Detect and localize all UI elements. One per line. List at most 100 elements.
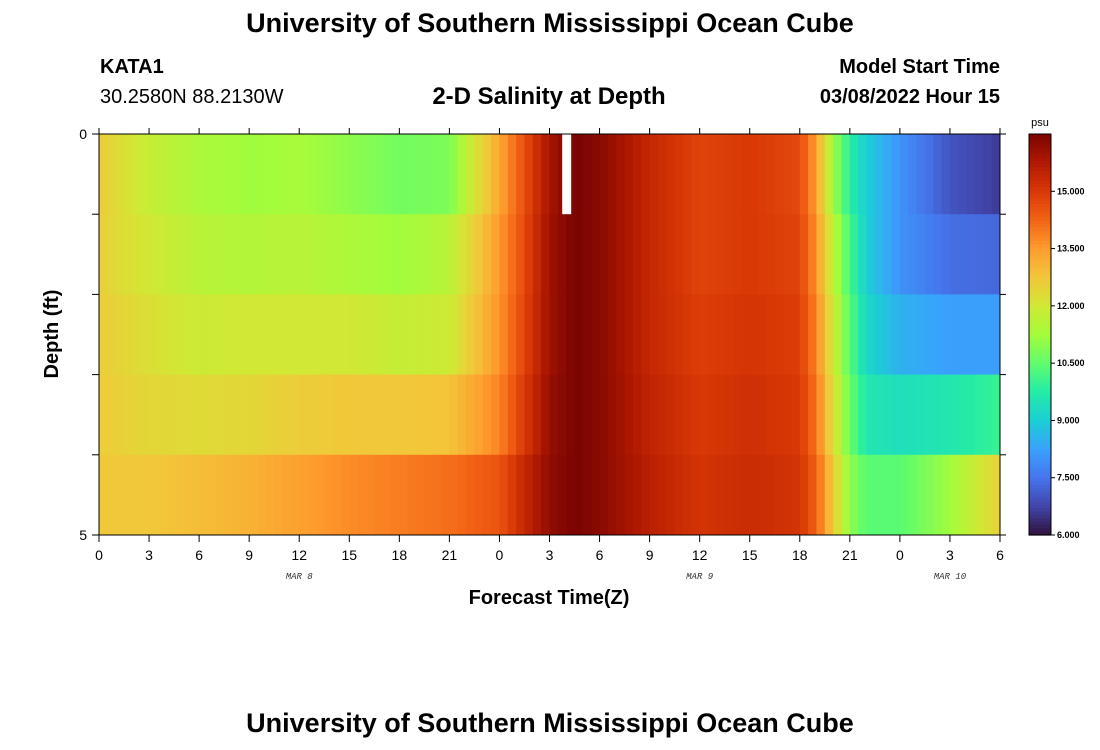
heatmap-cell — [699, 134, 709, 215]
heatmap-cell — [766, 134, 776, 215]
heatmap-cell — [833, 134, 843, 215]
heatmap-cell — [357, 294, 367, 376]
heatmap-cell — [908, 294, 918, 376]
colorbar-segment — [1029, 531, 1051, 536]
heatmap-cell — [691, 214, 701, 295]
heatmap-cell — [390, 134, 400, 215]
heatmap-cell — [140, 454, 150, 535]
heatmap-cell — [466, 294, 476, 376]
heatmap-cell — [933, 134, 943, 215]
x-tick-label: 18 — [792, 547, 808, 563]
heatmap-cell — [224, 374, 234, 456]
heatmap-cell — [566, 454, 576, 535]
heatmap-cell — [240, 374, 250, 456]
heatmap-cell — [499, 214, 509, 295]
heatmap-cell — [249, 374, 259, 456]
colorbar-segment — [1029, 498, 1051, 503]
heatmap-cell — [708, 374, 717, 456]
colorbar-segment — [1029, 150, 1051, 155]
heatmap-cell — [416, 454, 425, 535]
heatmap-cell — [958, 214, 968, 295]
heatmap-cell — [174, 294, 184, 376]
heatmap-cell — [858, 214, 868, 295]
colorbar-segment — [1029, 147, 1051, 152]
heatmap-cell — [883, 214, 893, 295]
heatmap-cell — [199, 134, 209, 215]
heatmap-cell — [607, 374, 617, 456]
colorbar-segment — [1029, 304, 1051, 309]
heatmap-cell — [449, 374, 459, 456]
heatmap-cell — [199, 294, 209, 376]
model-start-label: Model Start Time — [839, 56, 1000, 78]
heatmap-cell — [424, 134, 434, 215]
heatmap-cell — [783, 294, 793, 376]
heatmap-cell — [332, 294, 342, 376]
heatmap-cell — [215, 294, 225, 376]
heatmap-cell — [699, 294, 709, 376]
heatmap-cell — [532, 374, 542, 456]
heatmap-cell — [749, 214, 759, 295]
colorbar-segment — [1029, 444, 1051, 449]
heatmap-cell — [866, 294, 876, 376]
colorbar-segment — [1029, 144, 1051, 148]
heatmap-cell — [299, 214, 309, 295]
colorbar-segment — [1029, 154, 1051, 158]
colorbar-segment — [1029, 137, 1051, 142]
colorbar-segment — [1029, 337, 1051, 342]
heatmap-cell — [507, 134, 517, 215]
heatmap-cell — [974, 214, 984, 295]
heatmap-cell — [916, 454, 926, 535]
heatmap-cell — [357, 134, 367, 215]
heatmap-cell — [858, 374, 868, 456]
heatmap-cell — [674, 374, 684, 456]
colorbar-segment — [1029, 247, 1051, 252]
heatmap-cell — [874, 134, 884, 215]
heatmap-cell — [441, 454, 450, 535]
colorbar-segment — [1029, 391, 1051, 396]
x-tick-label: 0 — [896, 547, 904, 563]
heatmap-cell — [474, 454, 484, 535]
x-tick-label: 12 — [291, 547, 307, 563]
heatmap-cell — [199, 374, 209, 456]
heatmap-cell — [507, 214, 517, 295]
heatmap-cell — [524, 294, 534, 376]
heatmap-cell — [432, 134, 442, 215]
heatmap-cell — [307, 294, 317, 376]
heatmap-cell — [582, 294, 592, 376]
heatmap-cell — [941, 374, 951, 456]
heatmap-cell — [157, 214, 167, 295]
heatmap-cell — [582, 374, 592, 456]
heatmap-cell — [908, 454, 918, 535]
heatmap-cell — [849, 214, 859, 295]
heatmap-cell — [449, 214, 459, 295]
heatmap-cell — [733, 294, 742, 376]
heatmap-cell — [574, 454, 584, 535]
heatmap-cell — [215, 214, 225, 295]
heatmap-cell — [165, 214, 175, 295]
heatmap-cell — [157, 454, 167, 535]
heatmap-cell — [833, 454, 843, 535]
heatmap-cell — [883, 374, 893, 456]
heatmap-cell — [883, 294, 893, 376]
heatmap-cell — [607, 294, 617, 376]
heatmap-cell — [574, 374, 584, 456]
colorbar-segment — [1029, 184, 1051, 189]
heatmap-cell — [424, 374, 434, 456]
heatmap-cell — [783, 374, 793, 456]
heatmap-cell — [274, 134, 284, 215]
heatmap-cell — [115, 454, 125, 535]
heatmap-cell — [758, 294, 767, 376]
heatmap-cell — [816, 214, 826, 295]
heatmap-cell — [791, 454, 801, 535]
heatmap-cell — [549, 454, 559, 535]
heatmap-cell — [824, 374, 834, 456]
heatmap-cell — [240, 134, 250, 215]
heatmap-cell — [791, 374, 801, 456]
heatmap-cell — [115, 214, 125, 295]
heatmap-cell — [866, 454, 876, 535]
heatmap-cell — [716, 294, 726, 376]
heatmap-cell — [516, 134, 526, 215]
heatmap-cell — [599, 134, 609, 215]
heatmap-cell — [591, 454, 601, 535]
heatmap-cell — [140, 374, 150, 456]
